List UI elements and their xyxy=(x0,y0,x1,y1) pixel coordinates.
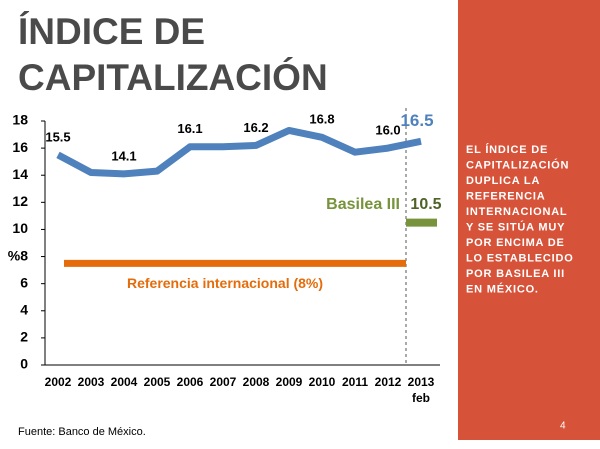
data-label: 16.2 xyxy=(243,120,268,135)
y-tick-label: 0 xyxy=(20,356,28,372)
x-tick-label: 2012 xyxy=(375,375,402,389)
side-text: Y SE SITÚA MUY xyxy=(466,220,565,233)
side-text: CAPITALIZACIÓN xyxy=(466,158,569,171)
y-tick-label: %8 xyxy=(8,247,28,263)
side-text: POR ENCIMA DE xyxy=(466,237,565,249)
y-tick-label: 18 xyxy=(12,112,28,128)
y-tick-label: 12 xyxy=(12,193,28,209)
side-text: POR BASILEA III xyxy=(466,268,565,280)
side-text: LO ESTABLECIDO xyxy=(466,252,574,264)
x-tick-label: 2005 xyxy=(144,375,171,389)
data-label: 16.1 xyxy=(177,121,202,136)
y-tick-label: 6 xyxy=(20,274,28,290)
page-number: 4 xyxy=(560,421,566,432)
y-tick-label: 10 xyxy=(12,220,28,236)
side-text: REFERENCIA xyxy=(466,190,546,202)
basilea-label: Basilea III xyxy=(326,196,400,213)
x-tick-label: 2009 xyxy=(276,375,303,389)
y-tick-label: 16 xyxy=(12,139,28,155)
x-tick-label: 2013 xyxy=(408,375,435,389)
x-tick-label: 2004 xyxy=(111,375,138,389)
x-tick-label: 2011 xyxy=(342,375,368,389)
data-label: 16.0 xyxy=(375,123,400,138)
x-tick-label: 2010 xyxy=(309,375,336,389)
x-sublabel: feb xyxy=(412,391,430,405)
title: CAPITALIZACIÓN xyxy=(18,56,328,98)
x-tick-label: 2006 xyxy=(177,375,204,389)
title: ÍNDICE DE xyxy=(18,11,205,52)
side-text: EN MÉXICO. xyxy=(466,282,539,295)
side-panel xyxy=(458,0,600,440)
x-tick-label: 2007 xyxy=(210,375,237,389)
side-text: INTERNACIONAL xyxy=(466,206,567,218)
side-text: DUPLICA LA xyxy=(466,175,540,187)
data-label: 15.5 xyxy=(45,129,70,144)
reference-label: Referencia internacional (8%) xyxy=(127,275,323,291)
x-tick-label: 2008 xyxy=(243,375,270,389)
data-line xyxy=(56,126,422,178)
x-tick-label: 2002 xyxy=(45,375,72,389)
data-label: 16.5 xyxy=(400,111,433,130)
basilea-value: 10.5 xyxy=(410,196,441,213)
data-label: 16.8 xyxy=(309,112,334,127)
data-label: 14.1 xyxy=(111,148,136,163)
y-tick-label: 2 xyxy=(20,329,28,345)
y-tick-label: 4 xyxy=(20,301,28,317)
side-text: EL ÍNDICE DE xyxy=(466,143,548,156)
source: Fuente: Banco de México. xyxy=(18,426,146,438)
x-tick-label: 2003 xyxy=(78,375,105,389)
y-tick-label: 14 xyxy=(12,166,28,182)
